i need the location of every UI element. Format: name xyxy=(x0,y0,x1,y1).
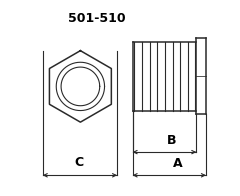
Text: 501-510: 501-510 xyxy=(68,12,126,25)
Text: B: B xyxy=(167,134,176,147)
Text: A: A xyxy=(173,157,183,170)
Text: C: C xyxy=(75,156,84,170)
